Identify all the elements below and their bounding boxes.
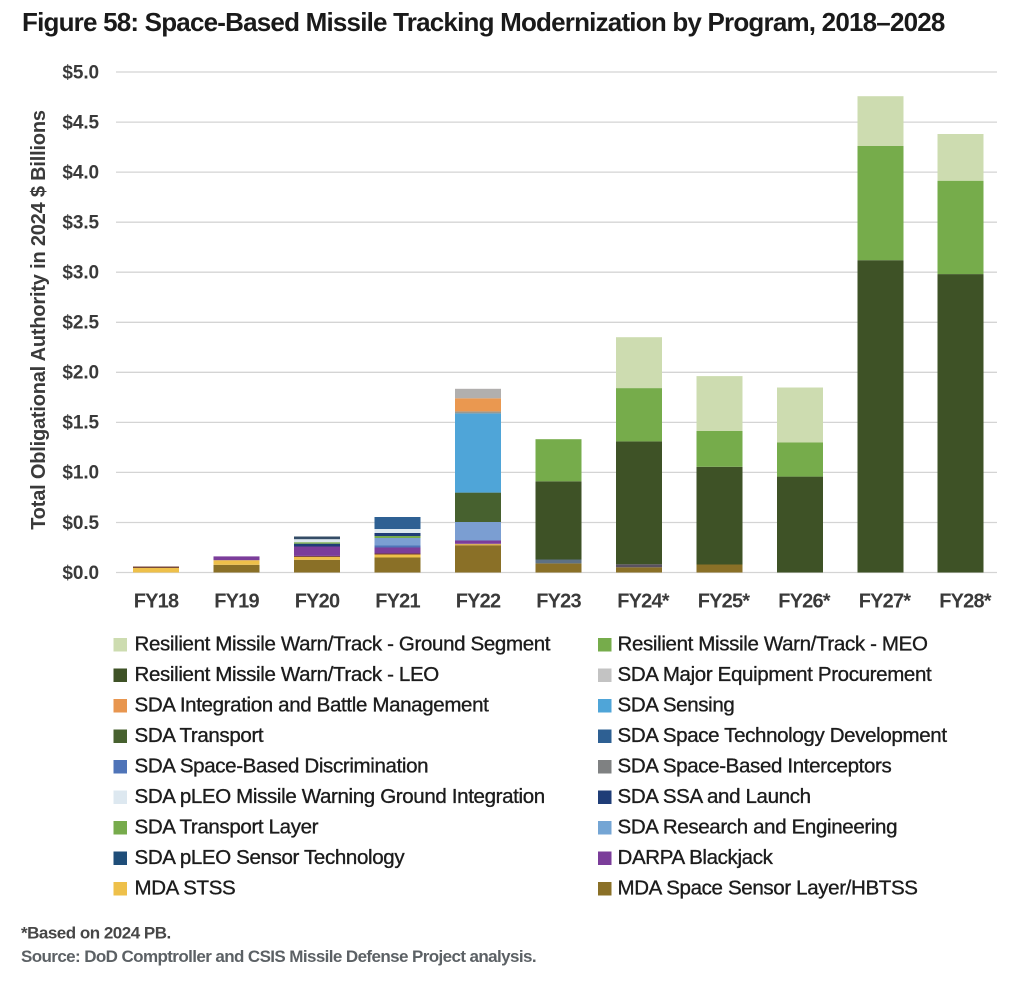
svg-text:FY21: FY21	[375, 591, 420, 613]
svg-text:MDA Space Sensor Layer/HBTSS: MDA Space Sensor Layer/HBTSS	[618, 877, 918, 900]
svg-text:SDA Transport Layer: SDA Transport Layer	[135, 816, 319, 839]
svg-text:FY23: FY23	[536, 591, 581, 613]
svg-text:$3.0: $3.0	[62, 263, 99, 284]
svg-text:$0.5: $0.5	[62, 513, 99, 534]
svg-text:SDA Sensing: SDA Sensing	[618, 694, 735, 717]
svg-text:SDA SSA and Launch: SDA SSA and Launch	[618, 785, 811, 808]
svg-text:$4.0: $4.0	[62, 162, 99, 183]
svg-text:$0.0: $0.0	[62, 563, 99, 584]
svg-text:FY27*: FY27*	[859, 591, 912, 613]
svg-text:FY20: FY20	[295, 591, 340, 613]
svg-text:Resilient Missile Warn/Track -: Resilient Missile Warn/Track - Ground Se…	[135, 633, 551, 656]
svg-text:$3.5: $3.5	[62, 213, 99, 234]
svg-text:SDA Integration and Battle Man: SDA Integration and Battle Management	[135, 694, 490, 717]
svg-text:$5.0: $5.0	[62, 62, 99, 83]
svg-text:$2.0: $2.0	[62, 363, 99, 384]
svg-text:Figure 58: Space-Based Missile: Figure 58: Space-Based Missile Tracking …	[22, 7, 945, 37]
svg-text:MDA STSS: MDA STSS	[135, 877, 236, 900]
svg-text:Resilient Missile Warn/Track -: Resilient Missile Warn/Track - MEO	[618, 633, 928, 656]
svg-text:Source: DoD Comptroller and CS: Source: DoD Comptroller and CSIS Missile…	[21, 947, 536, 966]
svg-text:SDA pLEO Missile Warning Groun: SDA pLEO Missile Warning Ground Integrat…	[135, 785, 545, 808]
svg-text:*Based on 2024 PB.: *Based on 2024 PB.	[21, 924, 171, 943]
svg-text:$1.0: $1.0	[62, 463, 99, 484]
svg-text:SDA Transport: SDA Transport	[135, 724, 264, 747]
svg-text:FY22: FY22	[456, 591, 501, 613]
svg-text:FY18: FY18	[134, 591, 179, 613]
svg-text:Resilient Missile Warn/Track -: Resilient Missile Warn/Track - LEO	[135, 663, 439, 686]
svg-text:SDA Major Equipment Procuremen: SDA Major Equipment Procurement	[618, 663, 933, 686]
svg-text:DARPA Blackjack: DARPA Blackjack	[618, 846, 774, 869]
svg-text:SDA Research and Engineering: SDA Research and Engineering	[618, 816, 898, 839]
svg-text:FY24*: FY24*	[617, 591, 670, 613]
svg-text:SDA pLEO Sensor Technology: SDA pLEO Sensor Technology	[135, 846, 406, 869]
svg-text:$1.5: $1.5	[62, 413, 99, 434]
svg-text:FY25*: FY25*	[698, 591, 751, 613]
svg-text:Total Obligational Authority i: Total Obligational Authority in 2024 $ B…	[28, 110, 50, 530]
svg-text:$4.5: $4.5	[62, 112, 99, 133]
svg-text:SDA Space-Based Interceptors: SDA Space-Based Interceptors	[618, 755, 892, 778]
svg-text:$2.5: $2.5	[62, 313, 99, 334]
svg-text:FY19: FY19	[214, 591, 259, 613]
svg-text:SDA Space-Based Discrimination: SDA Space-Based Discrimination	[135, 755, 429, 778]
svg-text:FY28*: FY28*	[939, 591, 992, 613]
svg-text:SDA Space Technology Developme: SDA Space Technology Development	[618, 724, 948, 747]
svg-text:FY26*: FY26*	[778, 591, 831, 613]
